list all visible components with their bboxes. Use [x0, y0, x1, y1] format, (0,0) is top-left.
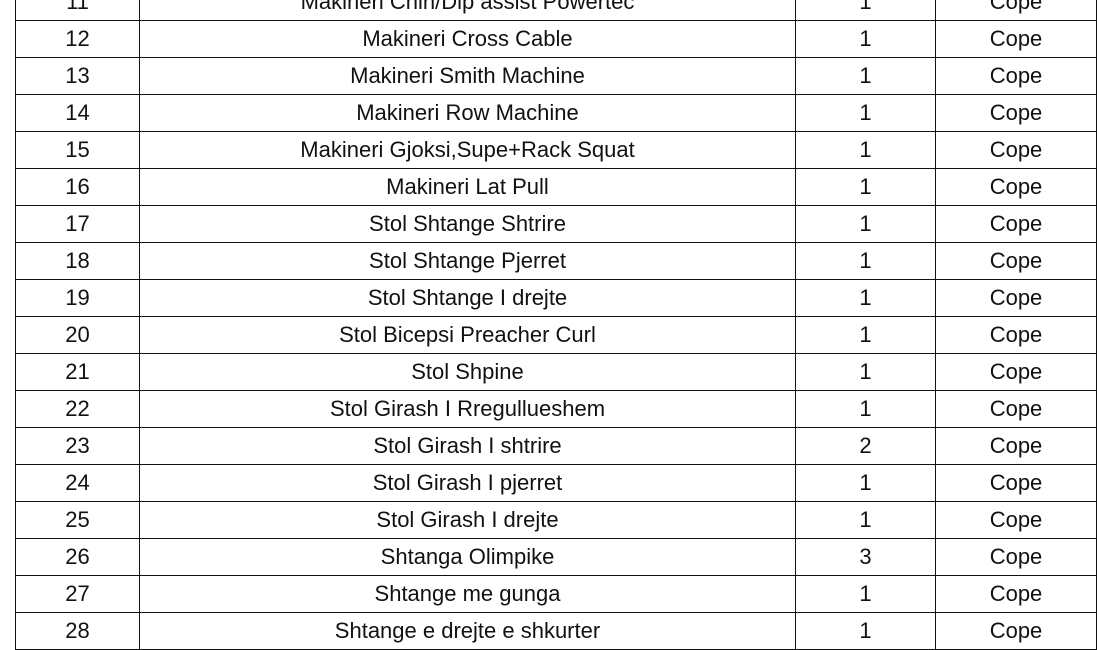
quantity: 1	[795, 501, 936, 539]
unit: Cope	[935, 575, 1097, 613]
unit: Cope	[935, 612, 1097, 650]
unit: Cope	[935, 168, 1097, 206]
quantity: 2	[795, 427, 936, 465]
row-number: 18	[15, 242, 140, 280]
table-row: 18 Stol Shtange Pjerret 1 Cope	[15, 242, 1097, 280]
item-name: Stol Girash I drejte	[139, 501, 796, 539]
item-name: Makineri Smith Machine	[139, 57, 796, 95]
quantity: 1	[795, 279, 936, 317]
quantity: 1	[795, 20, 936, 58]
row-number: 26	[15, 538, 140, 576]
item-name: Shtange e drejte e shkurter	[139, 612, 796, 650]
item-name: Makineri Cross Cable	[139, 20, 796, 58]
item-name: Stol Girash I pjerret	[139, 464, 796, 502]
quantity: 1	[795, 316, 936, 354]
table-row: 25 Stol Girash I drejte 1 Cope	[15, 501, 1097, 539]
table-row: 15 Makineri Gjoksi,Supe+Rack Squat 1 Cope	[15, 131, 1097, 169]
quantity: 1	[795, 205, 936, 243]
item-name: Stol Shtange Shtrire	[139, 205, 796, 243]
row-number: 19	[15, 279, 140, 317]
item-name: Stol Bicepsi Preacher Curl	[139, 316, 796, 354]
table-row: 24 Stol Girash I pjerret 1 Cope	[15, 464, 1097, 502]
inventory-table: 11 Makineri Chin/Dip assist Powertec 1 Cope…	[15, 0, 1097, 650]
item-name: Stol Shpine	[139, 353, 796, 391]
item-name: Makineri Row Machine	[139, 94, 796, 132]
unit: Cope	[935, 131, 1097, 169]
unit: Cope	[935, 57, 1097, 95]
row-number: 17	[15, 205, 140, 243]
item-name: Makineri Chin/Dip assist Powertec	[139, 0, 796, 21]
unit: Cope	[935, 353, 1097, 391]
item-name: Stol Shtange Pjerret	[139, 242, 796, 280]
quantity: 1	[795, 131, 936, 169]
table-row: 21 Stol Shpine 1 Cope	[15, 353, 1097, 391]
unit: Cope	[935, 538, 1097, 576]
row-number: 21	[15, 353, 140, 391]
unit: Cope	[935, 242, 1097, 280]
unit: Cope	[935, 390, 1097, 428]
quantity: 1	[795, 464, 936, 502]
table-row: 13 Makineri Smith Machine 1 Cope	[15, 57, 1097, 95]
table-row: 16 Makineri Lat Pull 1 Cope	[15, 168, 1097, 206]
unit: Cope	[935, 205, 1097, 243]
item-name: Shtange me gunga	[139, 575, 796, 613]
row-number: 23	[15, 427, 140, 465]
row-number: 22	[15, 390, 140, 428]
row-number: 16	[15, 168, 140, 206]
quantity: 1	[795, 57, 936, 95]
table-row: 19 Stol Shtange I drejte 1 Cope	[15, 279, 1097, 317]
row-number: 28	[15, 612, 140, 650]
quantity: 1	[795, 94, 936, 132]
row-number: 12	[15, 20, 140, 58]
row-number: 20	[15, 316, 140, 354]
table-row: 11 Makineri Chin/Dip assist Powertec 1 Cope	[15, 0, 1097, 21]
row-number: 15	[15, 131, 140, 169]
table-row: 14 Makineri Row Machine 1 Cope	[15, 94, 1097, 132]
unit: Cope	[935, 501, 1097, 539]
quantity: 1	[795, 612, 936, 650]
row-number: 25	[15, 501, 140, 539]
table-row: 26 Shtanga Olimpike 3 Cope	[15, 538, 1097, 576]
quantity: 1	[795, 168, 936, 206]
quantity: 1	[795, 0, 936, 21]
table-row: 17 Stol Shtange Shtrire 1 Cope	[15, 205, 1097, 243]
quantity: 3	[795, 538, 936, 576]
unit: Cope	[935, 464, 1097, 502]
item-name: Stol Shtange I drejte	[139, 279, 796, 317]
row-number: 27	[15, 575, 140, 613]
item-name: Stol Girash I Rregullueshem	[139, 390, 796, 428]
unit: Cope	[935, 0, 1097, 21]
row-number: 14	[15, 94, 140, 132]
row-number: 24	[15, 464, 140, 502]
table-row: 27 Shtange me gunga 1 Cope	[15, 575, 1097, 613]
item-name: Stol Girash I shtrire	[139, 427, 796, 465]
table-row: 22 Stol Girash I Rregullueshem 1 Cope	[15, 390, 1097, 428]
quantity: 1	[795, 242, 936, 280]
unit: Cope	[935, 316, 1097, 354]
item-name: Makineri Gjoksi,Supe+Rack Squat	[139, 131, 796, 169]
table-row: 12 Makineri Cross Cable 1 Cope	[15, 20, 1097, 58]
row-number: 11	[15, 0, 140, 21]
table-row: 28 Shtange e drejte e shkurter 1 Cope	[15, 612, 1097, 650]
item-name: Makineri Lat Pull	[139, 168, 796, 206]
unit: Cope	[935, 20, 1097, 58]
quantity: 1	[795, 390, 936, 428]
table-row: 20 Stol Bicepsi Preacher Curl 1 Cope	[15, 316, 1097, 354]
item-name: Shtanga Olimpike	[139, 538, 796, 576]
row-number: 13	[15, 57, 140, 95]
table-row: 23 Stol Girash I shtrire 2 Cope	[15, 427, 1097, 465]
quantity: 1	[795, 353, 936, 391]
unit: Cope	[935, 279, 1097, 317]
quantity: 1	[795, 575, 936, 613]
unit: Cope	[935, 427, 1097, 465]
unit: Cope	[935, 94, 1097, 132]
